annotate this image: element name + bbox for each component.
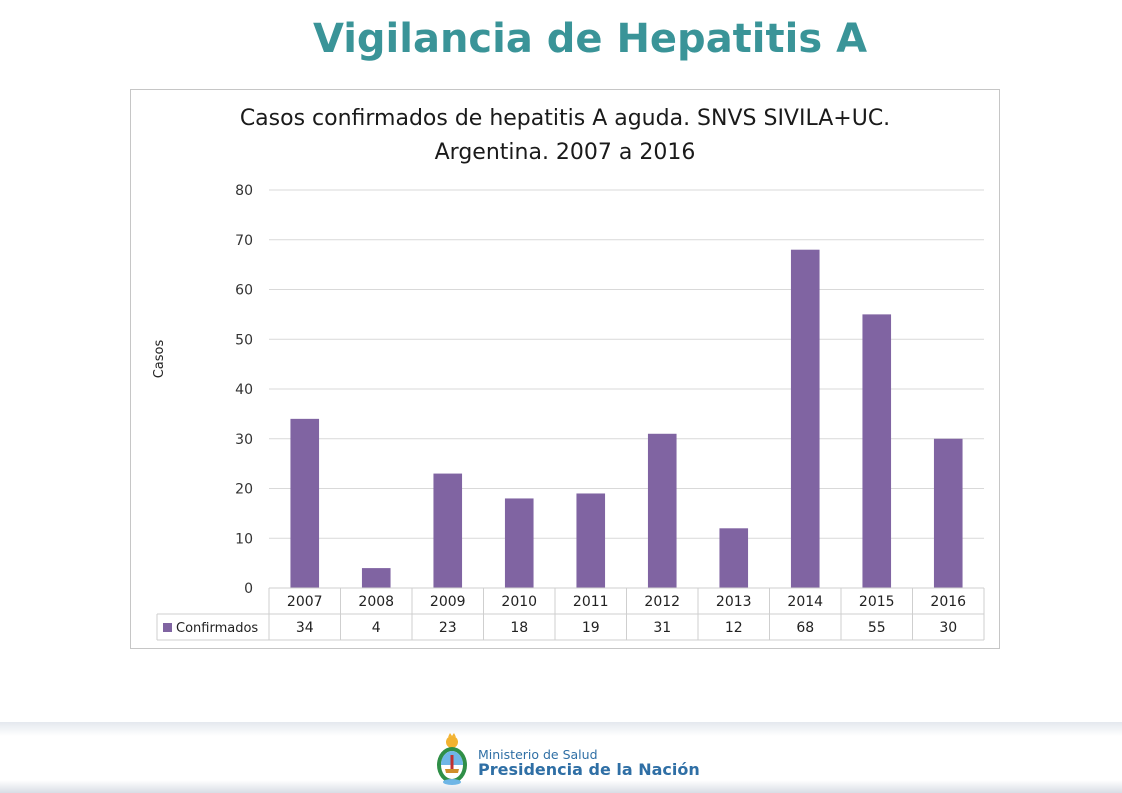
data-table-value: 18 xyxy=(510,620,528,636)
x-tick-label: 2016 xyxy=(930,594,966,610)
y-tick-label: 80 xyxy=(235,183,253,199)
x-tick-label: 2007 xyxy=(287,594,323,610)
bar xyxy=(361,568,391,588)
chart-title-line-1: Casos confirmados de hepatitis A aguda. … xyxy=(239,106,891,131)
x-tick-label: 2015 xyxy=(859,594,895,610)
chart-container: Casos confirmados de hepatitis A aguda. … xyxy=(130,89,1000,649)
legend-label: Confirmados xyxy=(176,621,258,636)
x-tick-label: 2008 xyxy=(358,594,394,610)
presidency-name: Presidencia de la Nación xyxy=(478,760,700,779)
slide-title: Vigilancia de Hepatitis A xyxy=(312,16,868,62)
bar-chart: 0 10 20 30 40 50 60 70 80 Casos 2007 2008 2009 2010 20… xyxy=(152,183,985,641)
data-table-value: 23 xyxy=(439,620,457,636)
bar xyxy=(504,498,534,588)
data-table-value: 19 xyxy=(582,620,600,636)
bar xyxy=(290,418,320,588)
data-table-value: 34 xyxy=(296,620,314,636)
bar xyxy=(790,249,820,588)
y-tick-label: 0 xyxy=(244,581,253,597)
ministry-name: Ministerio de Salud xyxy=(478,747,598,762)
y-tick-label: 20 xyxy=(235,482,253,498)
y-tick-label: 50 xyxy=(235,332,253,348)
data-table-value: 4 xyxy=(372,620,381,636)
bar xyxy=(433,473,463,588)
x-tick-label: 2010 xyxy=(501,594,537,610)
x-tick-label: 2009 xyxy=(430,594,466,610)
y-axis-label: Casos xyxy=(152,340,167,379)
data-table-value: 12 xyxy=(725,620,743,636)
x-tick-label: 2011 xyxy=(573,594,609,610)
y-tick-label: 30 xyxy=(235,432,253,448)
legend-swatch xyxy=(163,623,172,632)
data-table-value: 55 xyxy=(868,620,886,636)
y-tick-label: 60 xyxy=(235,283,253,299)
bar xyxy=(719,528,749,588)
chart-title-line-2: Argentina. 2007 a 2016 xyxy=(434,140,696,165)
bar xyxy=(862,314,892,588)
y-tick-label: 10 xyxy=(235,531,253,547)
y-tick-label: 40 xyxy=(235,382,253,398)
x-tick-label: 2013 xyxy=(716,594,752,610)
footer-logo: Ministerio de Salud Presidencia de la Na… xyxy=(432,733,732,787)
x-tick-label: 2012 xyxy=(644,594,680,610)
bar xyxy=(647,433,677,588)
y-tick-label: 70 xyxy=(235,233,253,249)
coat-of-arms-icon xyxy=(437,733,467,785)
bar xyxy=(576,493,606,588)
data-table-value: 31 xyxy=(653,620,671,636)
footer-band xyxy=(0,722,1122,793)
data-table-value: 30 xyxy=(939,620,957,636)
x-tick-label: 2014 xyxy=(787,594,823,610)
bar xyxy=(933,438,963,588)
data-table-value: 68 xyxy=(796,620,814,636)
